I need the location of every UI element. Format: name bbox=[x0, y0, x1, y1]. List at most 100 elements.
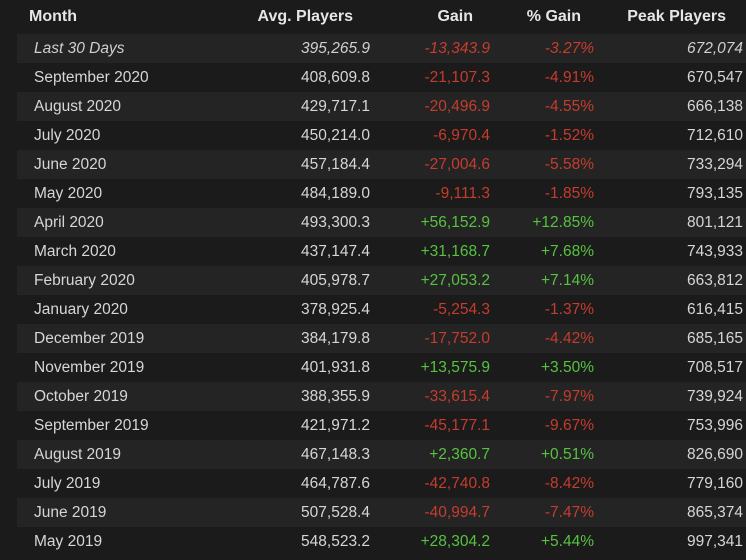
avg-players-cell: 378,925.4 bbox=[301, 301, 370, 318]
peak-players-cell: 779,160 bbox=[686, 475, 743, 492]
month-cell: August 2020 bbox=[34, 98, 122, 115]
peak-players-cell: 685,165 bbox=[686, 330, 743, 347]
month-cell: October 2019 bbox=[34, 388, 128, 405]
gain-cell: +27,053.2 bbox=[420, 272, 490, 289]
month-cell: December 2019 bbox=[34, 330, 145, 347]
peak-players-cell: 826,690 bbox=[686, 446, 743, 463]
gain-cell: -13,343.9 bbox=[424, 40, 491, 57]
gain-cell: -42,740.8 bbox=[424, 475, 491, 492]
pct-gain-cell: -1.37% bbox=[544, 301, 594, 318]
month-cell: February 2020 bbox=[34, 272, 135, 289]
peak-players-cell: 672,074 bbox=[686, 40, 743, 57]
peak-players-cell: 753,996 bbox=[686, 417, 743, 434]
month-cell: August 2019 bbox=[34, 446, 122, 463]
avg-players-cell: 388,355.9 bbox=[301, 388, 370, 405]
peak-players-cell: 793,135 bbox=[686, 185, 743, 202]
month-cell: September 2019 bbox=[34, 417, 149, 434]
peak-players-cell: 708,517 bbox=[686, 359, 743, 376]
peak-players-cell: 865,374 bbox=[686, 504, 743, 521]
pct-gain-cell: -4.42% bbox=[544, 330, 594, 347]
header-peak-players[interactable]: Peak Players bbox=[627, 8, 726, 25]
peak-players-cell: 616,415 bbox=[686, 301, 743, 318]
table-row: July 2020 450,214.0 -6,970.4 -1.52% 712,610 bbox=[17, 121, 746, 150]
month-cell: May 2020 bbox=[34, 185, 103, 202]
peak-players-cell: 739,924 bbox=[686, 388, 743, 405]
avg-players-cell: 467,148.3 bbox=[301, 446, 370, 463]
month-cell: September 2020 bbox=[34, 69, 149, 86]
header-gain[interactable]: Gain bbox=[437, 8, 473, 25]
avg-players-cell: 395,265.9 bbox=[301, 40, 370, 57]
header-pct-gain[interactable]: % Gain bbox=[526, 8, 581, 25]
table-row: May 2019 548,523.2 +28,304.2 +5.44% 997,341 bbox=[17, 527, 746, 556]
avg-players-cell: 437,147.4 bbox=[301, 243, 370, 260]
pct-gain-cell: +12.85% bbox=[532, 214, 594, 231]
gain-cell: -17,752.0 bbox=[424, 330, 491, 347]
peak-players-cell: 743,933 bbox=[686, 243, 743, 260]
peak-players-cell: 670,547 bbox=[686, 69, 743, 86]
table-row: February 2020 405,978.7 +27,053.2 +7.14% 663… bbox=[17, 266, 746, 295]
peak-players-cell: 666,138 bbox=[686, 98, 743, 115]
month-cell: Last 30 Days bbox=[34, 40, 125, 57]
table-row: September 2020 408,609.8 -21,107.3 -4.91% 67… bbox=[17, 63, 746, 92]
pct-gain-cell: +7.14% bbox=[540, 272, 594, 289]
gain-cell: +2,360.7 bbox=[429, 446, 490, 463]
pct-gain-cell: -7.47% bbox=[544, 504, 594, 521]
month-cell: July 2020 bbox=[34, 127, 101, 144]
gain-cell: -5,254.3 bbox=[433, 301, 490, 318]
table-row: June 2020 457,184.4 -27,004.6 -5.58% 733,294 bbox=[17, 150, 746, 179]
peak-players-cell: 712,610 bbox=[686, 127, 743, 144]
month-cell: January 2020 bbox=[34, 301, 128, 318]
header-avg-players[interactable]: Avg. Players bbox=[257, 8, 353, 25]
pct-gain-cell: +3.50% bbox=[540, 359, 594, 376]
table-row: March 2020 437,147.4 +31,168.7 +7.68% 743,93… bbox=[17, 237, 746, 266]
table-row: May 2020 484,189.0 -9,111.3 -1.85% 793,135 bbox=[17, 179, 746, 208]
table-row: January 2020 378,925.4 -5,254.3 -1.37% 616,4… bbox=[17, 295, 746, 324]
gain-cell: -9,111.3 bbox=[435, 185, 490, 202]
table-row: June 2019 507,528.4 -40,994.7 -7.47% 865,374 bbox=[17, 498, 746, 527]
table-row: September 2019 421,971.2 -45,177.1 -9.67% 75… bbox=[17, 411, 746, 440]
avg-players-cell: 507,528.4 bbox=[301, 504, 370, 521]
month-cell: March 2020 bbox=[34, 243, 116, 260]
avg-players-cell: 401,931.8 bbox=[301, 359, 370, 376]
avg-players-cell: 429,717.1 bbox=[301, 98, 370, 115]
month-cell: April 2020 bbox=[34, 214, 104, 231]
pct-gain-cell: -1.85% bbox=[544, 185, 594, 202]
month-cell: June 2019 bbox=[34, 504, 107, 521]
header-month[interactable]: Month bbox=[29, 8, 77, 25]
pct-gain-cell: -9.67% bbox=[544, 417, 594, 434]
table-header: Month Avg. Players Gain % Gain Peak Play… bbox=[0, 0, 746, 34]
avg-players-cell: 548,523.2 bbox=[301, 533, 370, 550]
month-cell: July 2019 bbox=[34, 475, 101, 492]
month-cell: June 2020 bbox=[34, 156, 107, 173]
gain-cell: -33,615.4 bbox=[424, 388, 491, 405]
table-row: August 2019 467,148.3 +2,360.7 +0.51% 826,69… bbox=[17, 440, 746, 469]
gain-cell: +28,304.2 bbox=[420, 533, 490, 550]
table-row: October 2019 388,355.9 -33,615.4 -7.97% 739,… bbox=[17, 382, 746, 411]
pct-gain-cell: -1.52% bbox=[544, 127, 594, 144]
table-row: Last 30 Days 395,265.9 -13,343.9 -3.27% 672,… bbox=[17, 34, 746, 63]
gain-cell: -6,970.4 bbox=[433, 127, 490, 144]
peak-players-cell: 801,121 bbox=[686, 214, 743, 231]
table-row: April 2020 493,300.3 +56,152.9 +12.85% 801,1… bbox=[17, 208, 746, 237]
avg-players-cell: 450,214.0 bbox=[301, 127, 370, 144]
gain-cell: -45,177.1 bbox=[424, 417, 491, 434]
pct-gain-cell: -4.55% bbox=[544, 98, 594, 115]
pct-gain-cell: -4.91% bbox=[544, 69, 594, 86]
avg-players-cell: 464,787.6 bbox=[301, 475, 370, 492]
pct-gain-cell: -5.58% bbox=[544, 156, 594, 173]
gain-cell: +13,575.9 bbox=[420, 359, 490, 376]
pct-gain-cell: -7.97% bbox=[544, 388, 594, 405]
table-row: November 2019 401,931.8 +13,575.9 +3.50% 708… bbox=[17, 353, 746, 382]
avg-players-cell: 484,189.0 bbox=[301, 185, 370, 202]
avg-players-cell: 405,978.7 bbox=[301, 272, 370, 289]
table-row: August 2020 429,717.1 -20,496.9 -4.55% 666,1… bbox=[17, 92, 746, 121]
peak-players-cell: 997,341 bbox=[686, 533, 743, 550]
pct-gain-cell: -8.42% bbox=[544, 475, 594, 492]
pct-gain-cell: +0.51% bbox=[540, 446, 594, 463]
avg-players-cell: 457,184.4 bbox=[301, 156, 370, 173]
gain-cell: +56,152.9 bbox=[420, 214, 490, 231]
gain-cell: -20,496.9 bbox=[424, 98, 491, 115]
pct-gain-cell: +7.68% bbox=[540, 243, 594, 260]
table-row: December 2019 384,179.8 -17,752.0 -4.42% 685… bbox=[17, 324, 746, 353]
